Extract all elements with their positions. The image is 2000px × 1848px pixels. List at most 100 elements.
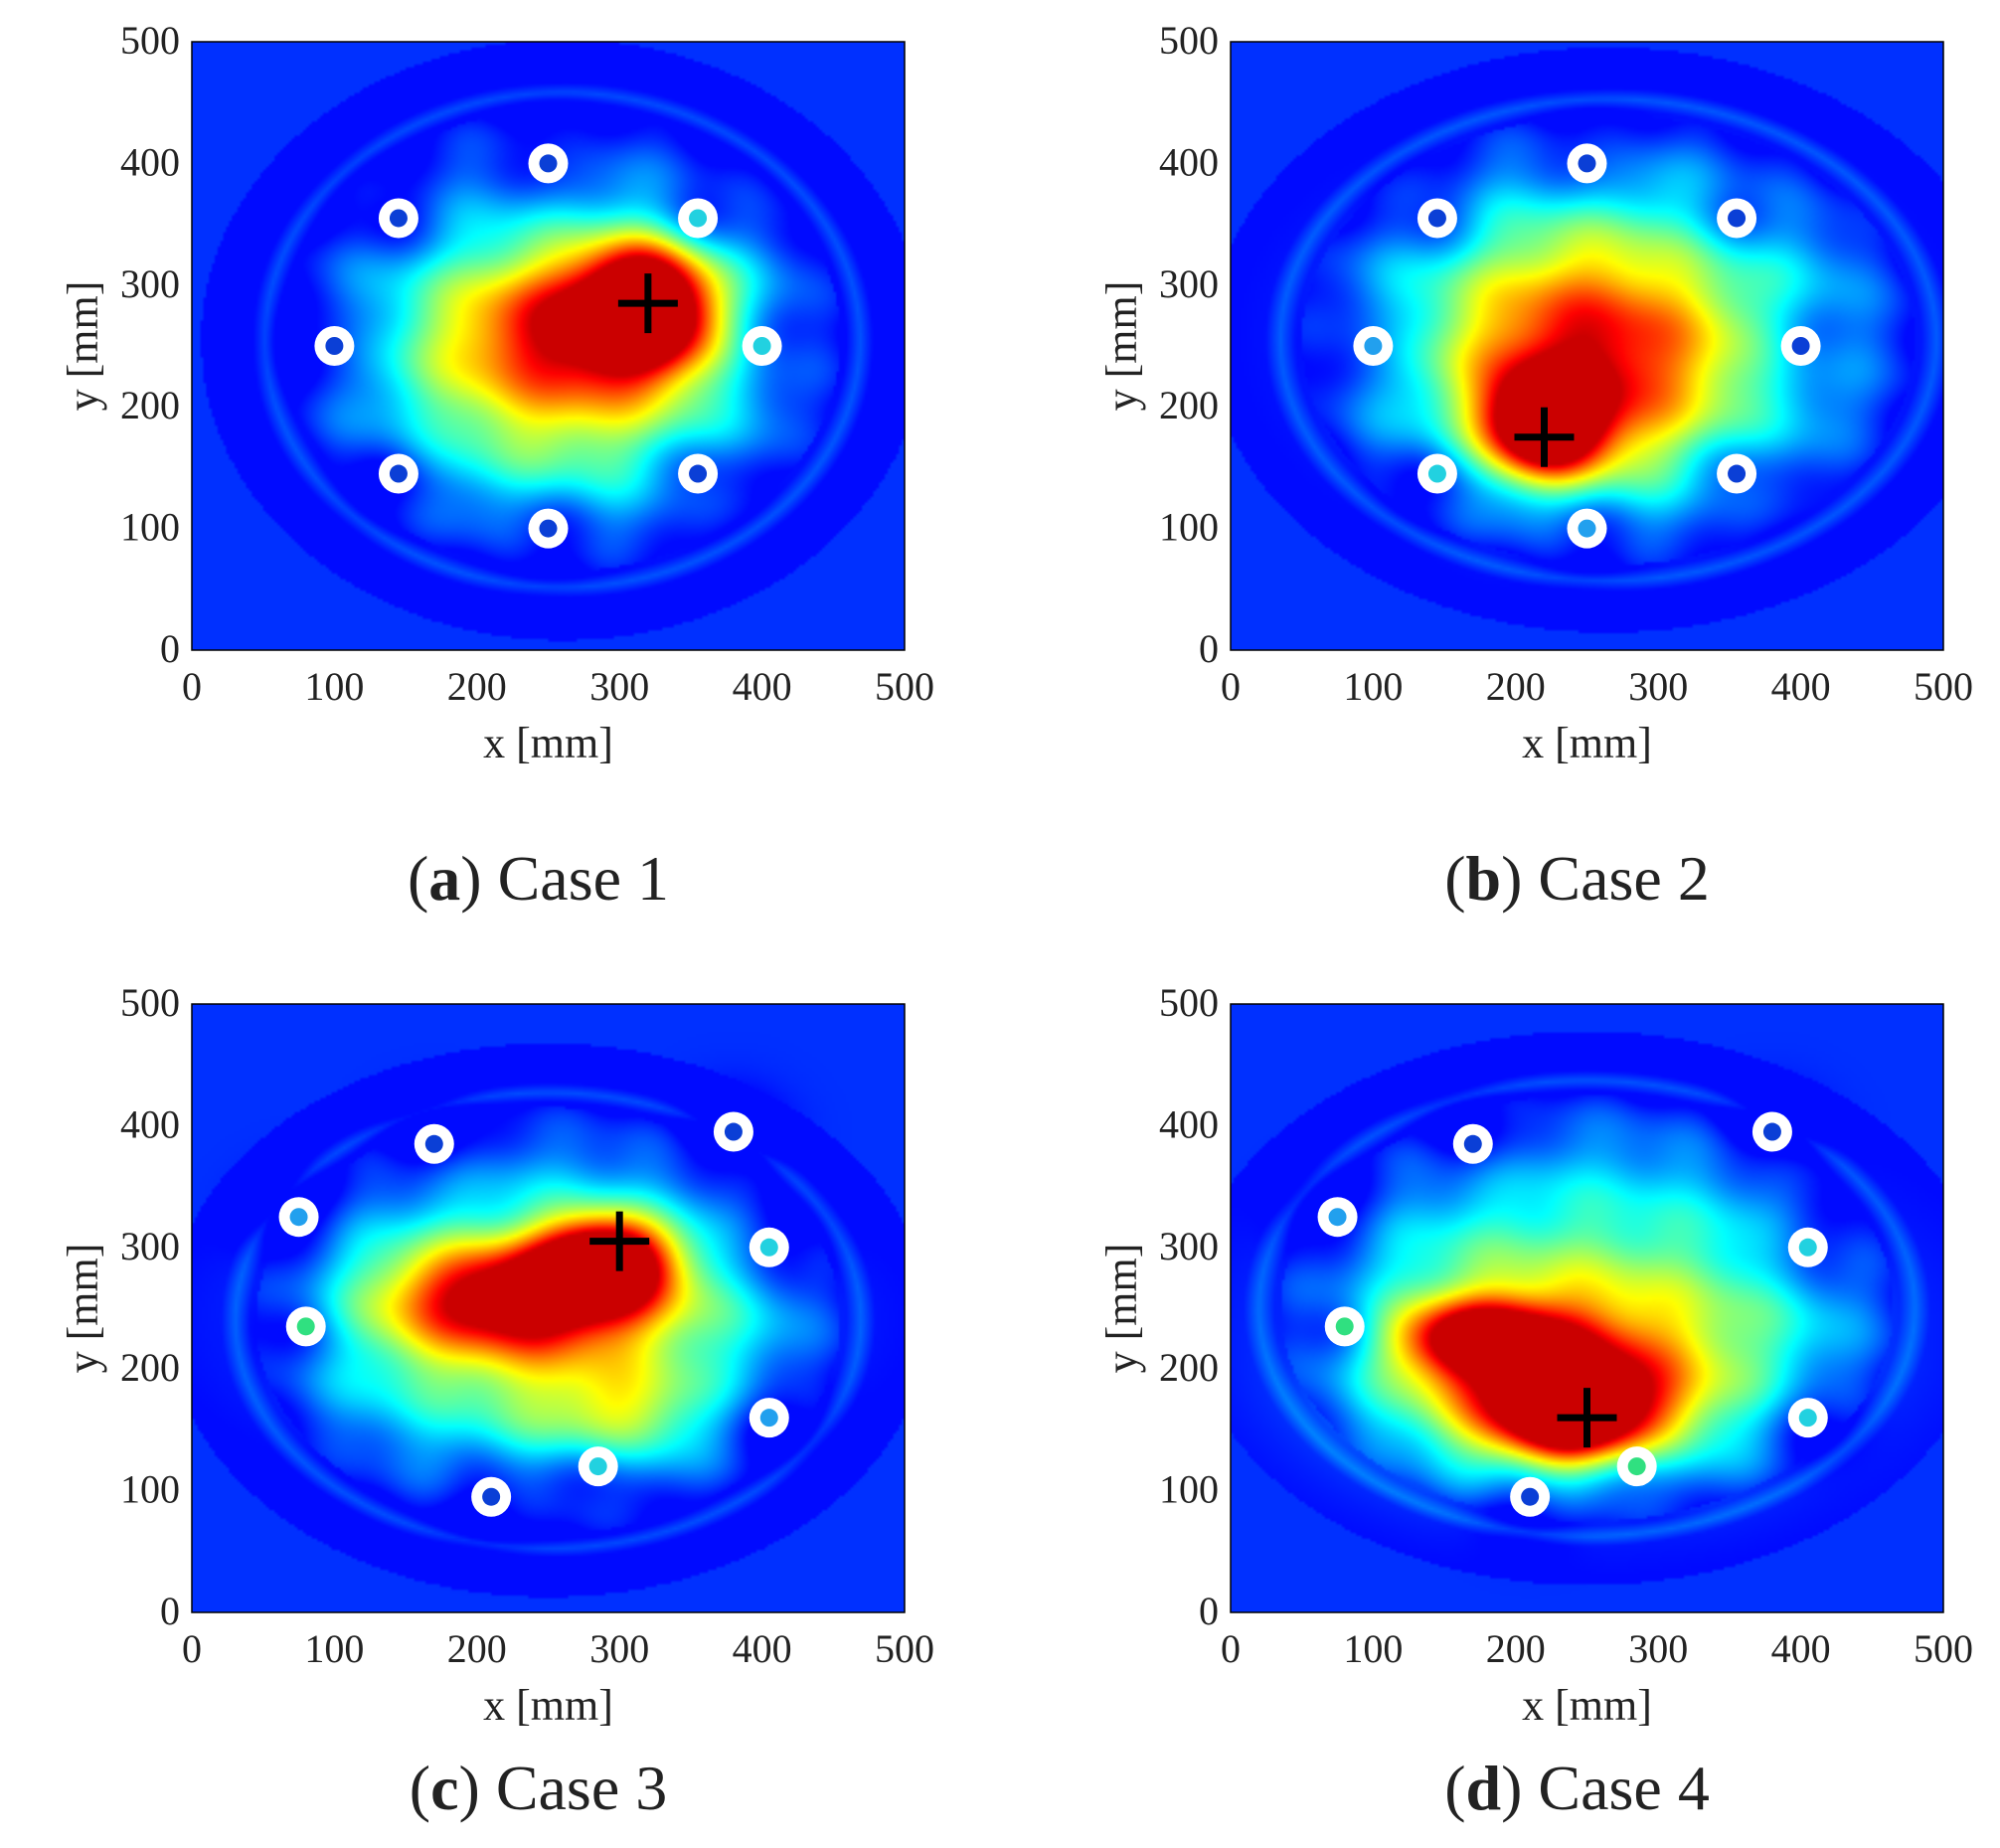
- y-axis-label: y [mm]: [1097, 281, 1146, 412]
- y-tick-label: 400: [120, 1101, 180, 1146]
- y-tick-label: 0: [160, 626, 180, 671]
- source-cross-marker: [589, 1211, 650, 1271]
- x-tick-label: 500: [1914, 1626, 1973, 1671]
- x-tick-label: 300: [1628, 1626, 1688, 1671]
- sensor-dot: [1427, 464, 1446, 483]
- y-tick-label: 100: [1159, 1467, 1219, 1512]
- x-tick-label: 300: [589, 1626, 649, 1671]
- sensor-marker: [285, 1306, 326, 1347]
- sensor-dot: [1328, 1208, 1347, 1227]
- x-tick-label: 200: [1486, 664, 1546, 709]
- x-axis-label: x [mm]: [1522, 719, 1652, 767]
- panel-caption: (d) Case 4: [1444, 1753, 1710, 1823]
- caption-text: Case 2: [1538, 843, 1709, 914]
- y-tick-label: 500: [1159, 18, 1219, 63]
- sensor-dot: [1578, 154, 1596, 173]
- sensor-marker: [1787, 1227, 1828, 1267]
- sensor-dot: [482, 1487, 501, 1506]
- sensor-dot: [759, 1409, 778, 1428]
- sensor-marker: [1452, 1123, 1493, 1164]
- sensor-dot: [759, 1238, 778, 1257]
- y-tick-label: 300: [120, 261, 180, 306]
- panel-c: 0 100 200 300 400 500 0 100 200 300 400 500 x [mm] y …: [59, 980, 934, 1823]
- sensor-dot: [539, 519, 558, 538]
- plot-frame: [191, 41, 906, 651]
- y-tick-label: 400: [1159, 1101, 1219, 1146]
- sensor-dot: [1427, 209, 1446, 228]
- sensor-marker: [1417, 198, 1457, 239]
- x-axis-label: x [mm]: [1522, 1681, 1652, 1730]
- y-tick-label: 200: [120, 383, 180, 427]
- x-tick-label: 400: [1771, 664, 1831, 709]
- x-tick-label: 0: [1221, 1626, 1241, 1671]
- panel-caption: (a) Case 1: [408, 843, 669, 914]
- sensor-dot: [424, 1134, 443, 1153]
- caption-letter: c: [430, 1753, 458, 1823]
- x-axis-label: x [mm]: [483, 719, 613, 767]
- sensor-dot: [689, 209, 708, 228]
- x-tick-label: 0: [182, 1626, 202, 1671]
- x-tick-label: 300: [1628, 664, 1688, 709]
- y-tick-label: 400: [120, 139, 180, 184]
- sensor-marker: [278, 1197, 319, 1238]
- sensor-marker: [528, 143, 569, 184]
- sensor-dot: [752, 337, 771, 355]
- source-cross-marker: [1514, 407, 1575, 467]
- sensor-marker: [1717, 198, 1757, 239]
- sensor-marker: [1780, 326, 1821, 366]
- y-tick-label: 100: [120, 1467, 180, 1512]
- sensor-dot: [1791, 337, 1810, 355]
- heatmap-image: [1231, 42, 1943, 650]
- sensor-dot: [1463, 1134, 1482, 1153]
- caption-close-paren: ): [1501, 1753, 1538, 1823]
- sensor-dot: [1728, 464, 1747, 483]
- sensor-marker: [378, 198, 418, 239]
- sensor-marker: [414, 1123, 454, 1164]
- caption-text: Case 3: [496, 1753, 667, 1823]
- sensor-dot: [325, 337, 344, 355]
- x-tick-label: 200: [447, 1626, 507, 1671]
- sensor-marker: [1567, 508, 1607, 549]
- x-tick-label: 100: [1343, 1626, 1403, 1671]
- panel-caption: (c) Case 3: [410, 1753, 667, 1823]
- y-tick-label: 200: [1159, 383, 1219, 427]
- sensor-marker: [1324, 1306, 1365, 1347]
- panel-b: 0 100 200 300 400 500 0 100 200 300 400 500 x [mm] y …: [1097, 18, 1973, 914]
- x-tick-label: 100: [304, 664, 364, 709]
- y-tick-label: 200: [120, 1345, 180, 1390]
- caption-open-paren: (: [410, 1753, 430, 1823]
- x-tick-label: 300: [589, 664, 649, 709]
- heatmap-image: [192, 42, 905, 650]
- x-tick-label: 200: [447, 664, 507, 709]
- sensor-dot: [1364, 337, 1383, 355]
- caption-close-paren: ): [460, 843, 497, 914]
- caption-close-paren: ): [1501, 843, 1538, 914]
- panel-a: 0 100 200 300 400 500 0 100 200 300 400 500 x [mm] y …: [59, 18, 934, 914]
- y-tick-label: 500: [120, 18, 180, 63]
- y-tick-label: 300: [120, 1224, 180, 1268]
- sensor-marker: [1317, 1197, 1358, 1238]
- sensor-dot: [588, 1457, 607, 1476]
- sensor-dot: [539, 154, 558, 173]
- y-tick-label: 0: [1199, 626, 1219, 671]
- sensor-marker: [678, 198, 719, 239]
- x-tick-label: 100: [1343, 664, 1403, 709]
- sensor-dot: [1335, 1317, 1354, 1336]
- sensor-dot: [724, 1122, 743, 1141]
- caption-letter: b: [1466, 843, 1502, 914]
- sensor-dot: [1798, 1238, 1817, 1257]
- sensor-dot: [1521, 1487, 1540, 1506]
- y-tick-label: 500: [120, 980, 180, 1025]
- sensor-dot: [296, 1317, 315, 1336]
- caption-close-paren: ): [459, 1753, 496, 1823]
- sensor-marker: [471, 1476, 512, 1517]
- source-cross-marker: [617, 273, 678, 334]
- sensor-dot: [1798, 1409, 1817, 1428]
- sensor-dot: [289, 1208, 308, 1227]
- sensor-marker: [742, 326, 782, 366]
- y-axis-label: y [mm]: [59, 281, 107, 412]
- x-tick-label: 500: [875, 664, 934, 709]
- x-tick-label: 0: [182, 664, 202, 709]
- x-tick-label: 500: [1914, 664, 1973, 709]
- y-tick-label: 300: [1159, 1224, 1219, 1268]
